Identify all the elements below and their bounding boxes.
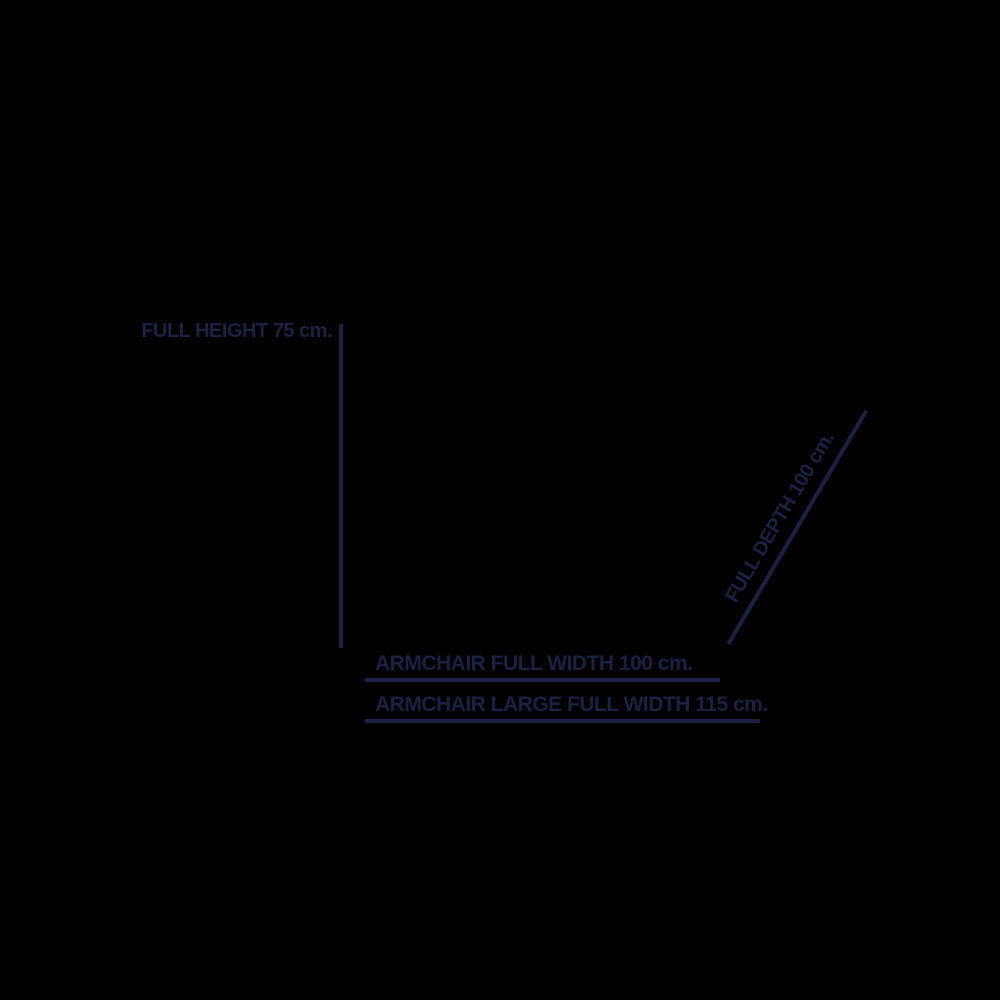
- armchair-large-full-width-line: [365, 719, 760, 723]
- depth-dimension-group: FULL DEPTH 100 cm.: [721, 409, 868, 645]
- depth-dimension-line: [726, 409, 868, 645]
- full-height-label: FULL HEIGHT 75 cm.: [141, 320, 332, 342]
- height-dimension-line: [339, 324, 343, 648]
- armchair-large-full-width-label: ARMCHAIR LARGE FULL WIDTH 115 cm.: [375, 693, 768, 716]
- armchair-full-width-line: [365, 678, 720, 682]
- full-depth-label: FULL DEPTH 100 cm.: [721, 428, 839, 607]
- armchair-full-width-label: ARMCHAIR FULL WIDTH 100 cm.: [375, 652, 693, 675]
